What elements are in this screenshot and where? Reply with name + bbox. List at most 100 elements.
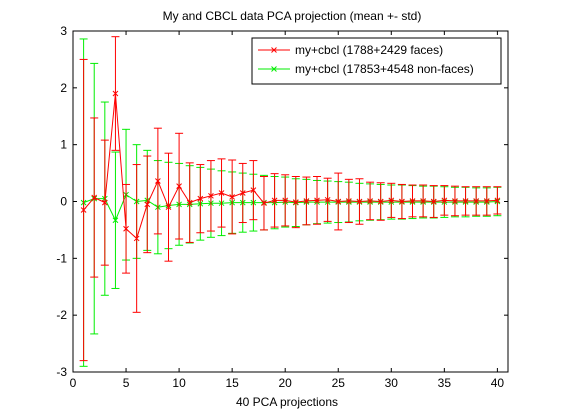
data-point bbox=[112, 90, 119, 97]
data-point bbox=[377, 198, 384, 205]
marker-stroke bbox=[165, 204, 172, 211]
marker-stroke bbox=[303, 198, 310, 204]
data-point bbox=[367, 198, 373, 204]
marker-stroke bbox=[112, 217, 119, 224]
marker-stroke bbox=[292, 199, 299, 205]
legend-marker bbox=[271, 47, 277, 53]
marker-stroke bbox=[155, 178, 161, 184]
data-point bbox=[441, 197, 448, 204]
data-point bbox=[462, 198, 469, 204]
x-tick-label: 40 bbox=[491, 376, 505, 390]
data-point bbox=[324, 196, 331, 203]
marker-stroke bbox=[123, 225, 129, 232]
data-point bbox=[101, 199, 108, 206]
data-point bbox=[133, 235, 140, 242]
data-point bbox=[314, 197, 320, 204]
marker-stroke bbox=[144, 201, 151, 208]
y-tick-label: -2 bbox=[56, 308, 67, 322]
y-tick-label: 1 bbox=[60, 138, 67, 152]
marker-stroke bbox=[430, 198, 437, 205]
data-point bbox=[346, 198, 352, 204]
marker-stroke bbox=[250, 187, 257, 193]
marker-stroke bbox=[80, 207, 87, 213]
legend-entry: my+cbcl (1788+2429 faces) bbox=[258, 43, 443, 57]
x-tick-label: 15 bbox=[225, 376, 239, 390]
x-tick-label: 25 bbox=[332, 376, 346, 390]
data-point bbox=[292, 199, 299, 205]
marker-stroke bbox=[218, 190, 225, 196]
marker-stroke bbox=[282, 197, 289, 204]
marker-stroke bbox=[101, 199, 108, 206]
data-point bbox=[197, 195, 204, 202]
marker-stroke bbox=[420, 198, 426, 204]
marker-stroke bbox=[229, 194, 235, 200]
legend-marker bbox=[271, 66, 277, 72]
marker-stroke bbox=[483, 198, 490, 204]
marker-stroke bbox=[176, 183, 182, 190]
marker-stroke bbox=[91, 194, 98, 201]
marker-stroke bbox=[335, 198, 342, 205]
data-point bbox=[420, 198, 426, 204]
marker-stroke bbox=[261, 200, 267, 207]
data-point bbox=[155, 178, 161, 184]
data-point bbox=[218, 190, 225, 196]
data-point bbox=[123, 225, 129, 232]
marker-stroke bbox=[346, 198, 352, 204]
marker-stroke bbox=[324, 196, 331, 203]
data-point bbox=[409, 198, 416, 204]
marker-stroke bbox=[208, 192, 214, 199]
series-line bbox=[83, 93, 498, 240]
data-point bbox=[335, 198, 342, 205]
x-tick-label: 20 bbox=[279, 376, 293, 390]
marker-stroke bbox=[494, 197, 501, 204]
data-point bbox=[356, 198, 363, 205]
y-tick-label: 2 bbox=[60, 81, 67, 95]
y-tick-label: 0 bbox=[60, 195, 67, 209]
x-tick-label: 10 bbox=[172, 376, 186, 390]
series-group bbox=[79, 36, 502, 367]
x-tick-label: 30 bbox=[385, 376, 399, 390]
marker-stroke bbox=[409, 198, 416, 204]
marker-stroke bbox=[186, 199, 193, 206]
data-point bbox=[165, 204, 172, 211]
marker-stroke bbox=[197, 195, 204, 202]
series-1 bbox=[79, 36, 502, 362]
series-line bbox=[83, 193, 498, 222]
marker-stroke bbox=[367, 198, 373, 204]
marker-stroke bbox=[377, 198, 384, 205]
data-point bbox=[250, 187, 257, 193]
x-tick-label: 0 bbox=[70, 376, 77, 390]
y-tick-label: 3 bbox=[60, 24, 67, 38]
marker-stroke bbox=[388, 197, 395, 204]
marker-stroke bbox=[462, 198, 469, 204]
data-point bbox=[452, 198, 458, 204]
data-point bbox=[271, 197, 278, 204]
data-point bbox=[91, 194, 98, 201]
x-axis-label: 40 PCA projections bbox=[236, 395, 338, 409]
x-tick-label: 35 bbox=[438, 376, 452, 390]
data-point bbox=[282, 197, 289, 204]
data-point bbox=[176, 183, 182, 190]
data-point bbox=[399, 198, 405, 205]
marker-stroke bbox=[239, 190, 246, 196]
data-point bbox=[388, 197, 395, 204]
data-point bbox=[430, 198, 437, 205]
y-tick-label: -3 bbox=[56, 365, 67, 379]
marker-stroke bbox=[133, 235, 140, 242]
y-tick-label: -1 bbox=[56, 251, 67, 265]
marker-stroke bbox=[452, 198, 458, 204]
data-point bbox=[112, 217, 119, 224]
axes: 0 5 10 15 20 25 30 35 40 -3 -2 -1 0 1 2 3 bbox=[56, 24, 509, 390]
data-point bbox=[239, 190, 246, 196]
data-point bbox=[208, 192, 214, 199]
marker-stroke bbox=[441, 197, 448, 204]
data-point bbox=[229, 194, 235, 200]
chart-title: My and CBCL data PCA projection (mean +-… bbox=[163, 9, 422, 23]
data-point bbox=[494, 197, 501, 204]
marker-stroke bbox=[112, 90, 119, 97]
data-point bbox=[261, 200, 267, 207]
legend-box bbox=[251, 37, 502, 85]
legend-label: my+cbcl (1788+2429 faces) bbox=[295, 43, 443, 57]
